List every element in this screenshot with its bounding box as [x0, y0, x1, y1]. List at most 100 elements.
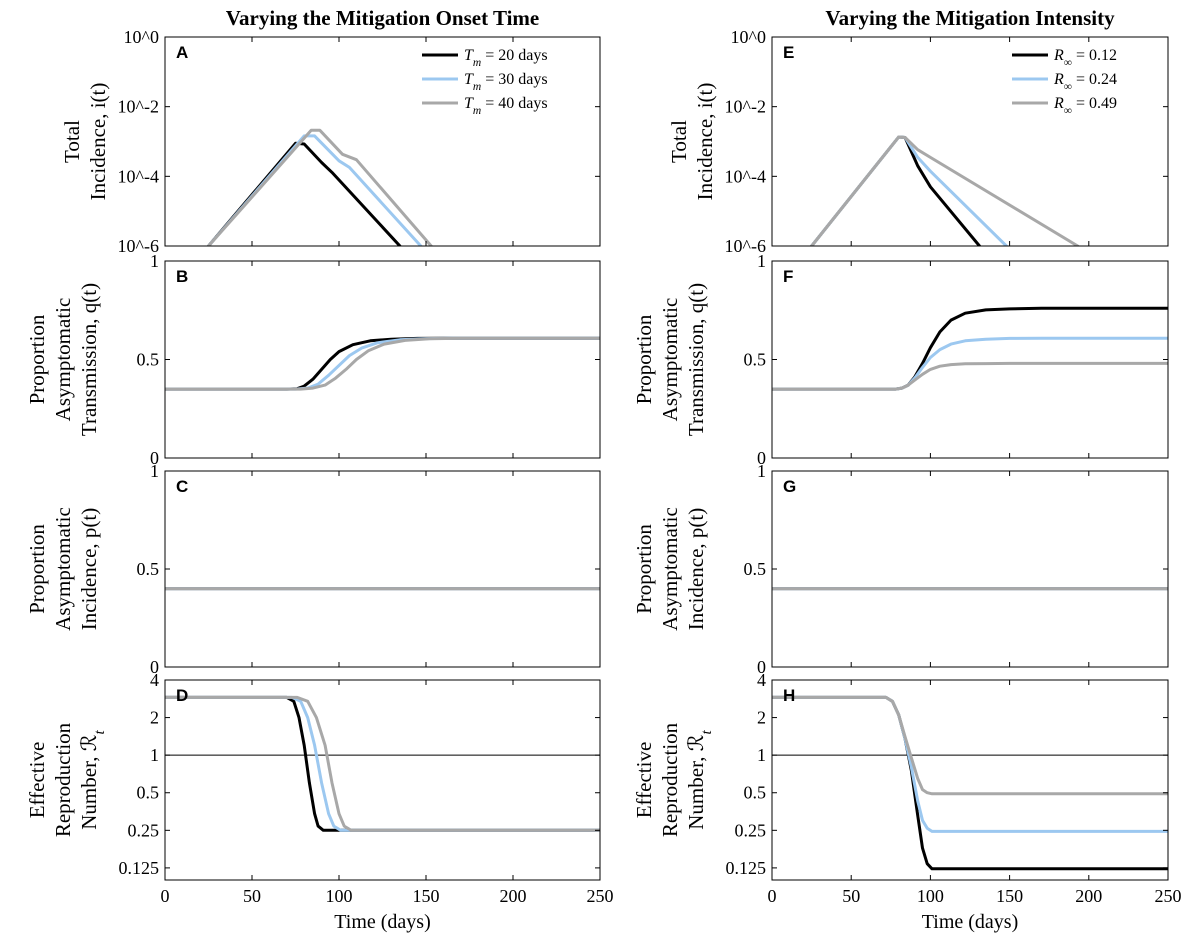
y-axis-label: Number, ℛt	[684, 729, 715, 829]
y-axis-label: Incidence, i(t)	[86, 83, 110, 201]
y-tick-label: 10^-6	[725, 236, 766, 256]
legend-label: Tm = 30 days	[464, 71, 548, 93]
text-span: m	[473, 57, 481, 69]
text-span: 10^0	[124, 27, 159, 47]
text-span: 10^-4	[118, 166, 159, 186]
text-span: 0.25	[735, 820, 767, 840]
series-line	[207, 141, 402, 246]
y-axis-label: Asymptomatic	[658, 298, 682, 422]
text-span: 10^-6	[118, 236, 159, 256]
text-span: 0	[150, 448, 159, 468]
panel-E: 10^0 10^-2 10^-4 10^-6 E Total Incidence, i(t)…	[667, 27, 1169, 256]
text-span: 0.5	[137, 783, 160, 803]
text-span: R	[1053, 95, 1064, 112]
text-span: T	[464, 71, 474, 88]
y-tick-label: 0.5	[744, 350, 767, 370]
text-span: Incidence, p(t)	[77, 508, 101, 630]
text-span: 0.5	[137, 559, 160, 579]
y-axis-label: Proportion	[632, 524, 656, 614]
x-tick-label: 200	[500, 886, 527, 906]
text-span: Asymptomatic	[51, 298, 75, 422]
x-tick-label: 250	[587, 886, 614, 906]
y-tick-label: 0	[757, 657, 766, 677]
text-span: Incidence, i(t)	[693, 83, 717, 201]
y-axis-label: Transmission, q(t)	[684, 283, 708, 436]
text-span: Proportion	[25, 524, 49, 614]
text-span: 0.5	[744, 783, 767, 803]
series-group	[165, 695, 600, 832]
text-span: 10^-4	[725, 166, 766, 186]
panel-letter: A	[176, 43, 188, 62]
series-line	[772, 695, 1168, 833]
text-span: 1	[150, 251, 159, 271]
y-axis-label: Number, ℛt	[77, 729, 108, 829]
series-line	[772, 361, 1168, 391]
y-tick-label: 0.5	[137, 350, 160, 370]
legend-label: Tm = 20 days	[464, 47, 548, 69]
x-tick-label: 150	[996, 886, 1023, 906]
text-span: 0.25	[128, 820, 160, 840]
text-span: Effective	[632, 742, 656, 819]
y-tick-label: 1	[150, 251, 159, 271]
panel-letter: D	[176, 686, 188, 705]
axes-box	[771, 470, 1169, 668]
y-axis-label: Effective	[632, 742, 656, 819]
y-axis-label: Asymptomatic	[658, 507, 682, 631]
y-tick-label: 0.25	[128, 820, 160, 840]
series-group	[772, 695, 1168, 871]
y-axis-label: Asymptomatic	[51, 298, 75, 422]
y-tick-label: 0	[150, 657, 159, 677]
x-axis-label: Time (days)	[922, 911, 1018, 933]
y-tick-label: 10^-4	[725, 166, 766, 186]
panel-letter: H	[783, 686, 795, 705]
text-span: 4	[150, 670, 159, 690]
panel-A: 10^0 10^-2 10^-4 10^-6 A Total Incidence, i(t)…	[60, 27, 601, 256]
text-span: 4	[757, 670, 766, 690]
text-span: Reproduction	[658, 722, 682, 837]
text-span: T	[464, 95, 474, 112]
y-tick-label: 0	[757, 448, 766, 468]
text-span: = 20 days	[481, 47, 547, 64]
legend: R∞ = 0.12R∞ = 0.24R∞ = 0.49	[1012, 47, 1117, 117]
text-span: Proportion	[25, 314, 49, 404]
panel-G: 1 0.5 0 G Proportion Asymptomatic Incidence, p…	[632, 461, 1169, 677]
text-span: m	[473, 81, 481, 93]
axes-box	[164, 36, 601, 247]
text-span: = 0.12	[1072, 47, 1117, 64]
text-span: Reproduction	[51, 722, 75, 837]
text-span: = 0.49	[1072, 95, 1117, 112]
text-span: 0.5	[137, 350, 160, 370]
text-span: 2	[150, 708, 159, 728]
text-span: 0	[757, 448, 766, 468]
legend-label: Tm = 40 days	[464, 95, 548, 117]
text-span: Total	[60, 120, 84, 163]
panel-letter: B	[176, 267, 188, 286]
series-group	[165, 336, 600, 391]
text-span: 1	[150, 461, 159, 481]
y-tick-label: 10^-4	[118, 166, 159, 186]
y-axis-label: Asymptomatic	[51, 507, 75, 631]
y-axis-label: Proportion	[632, 314, 656, 404]
text-span: 0.5	[744, 559, 767, 579]
text-span: 10^-2	[725, 97, 766, 117]
y-tick-label: 2	[150, 708, 159, 728]
y-axis-label: Reproduction	[658, 722, 682, 837]
text-span: R	[1053, 71, 1064, 88]
y-tick-label: 0.125	[119, 858, 160, 878]
text-span: ∞	[1064, 81, 1072, 93]
y-tick-label: 1	[757, 251, 766, 271]
text-span: Total	[667, 120, 691, 163]
series-line	[165, 695, 600, 832]
y-tick-label: 4	[150, 670, 159, 690]
text-span: 0.125	[119, 858, 160, 878]
text-span: = 0.24	[1072, 71, 1117, 88]
text-span: 0	[757, 657, 766, 677]
text-span: Asymptomatic	[658, 507, 682, 631]
text-span: ℛ	[77, 734, 101, 751]
series-line	[165, 695, 600, 832]
y-tick-label: 0.5	[744, 783, 767, 803]
panel-letter: E	[783, 43, 794, 62]
text-span: m	[473, 105, 481, 117]
y-tick-label: 0.25	[735, 820, 767, 840]
